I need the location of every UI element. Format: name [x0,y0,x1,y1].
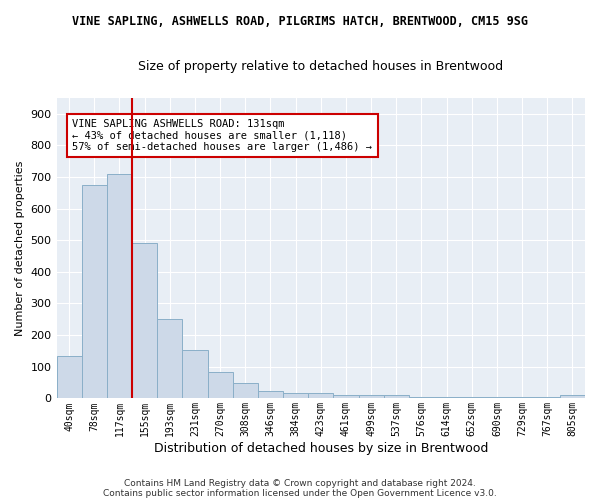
Text: Contains HM Land Registry data © Crown copyright and database right 2024.: Contains HM Land Registry data © Crown c… [124,478,476,488]
Text: VINE SAPLING, ASHWELLS ROAD, PILGRIMS HATCH, BRENTWOOD, CM15 9SG: VINE SAPLING, ASHWELLS ROAD, PILGRIMS HA… [72,15,528,28]
Bar [334,396,359,398]
Bar [409,396,434,398]
Text: Contains public sector information licensed under the Open Government Licence v3: Contains public sector information licen… [103,488,497,498]
Bar [56,356,82,399]
Bar [484,397,509,398]
Bar [233,383,258,398]
Title: Size of property relative to detached houses in Brentwood: Size of property relative to detached ho… [138,60,503,73]
X-axis label: Distribution of detached houses by size in Brentwood: Distribution of detached houses by size … [154,442,488,455]
Bar [359,396,383,398]
Bar [157,320,182,398]
Bar [434,397,459,398]
Bar [82,185,107,398]
Y-axis label: Number of detached properties: Number of detached properties [15,160,25,336]
Bar [308,393,334,398]
Bar [107,174,132,398]
Bar [459,397,484,398]
Bar [383,396,409,398]
Bar [535,397,560,398]
Bar [208,372,233,398]
Bar [560,396,585,398]
Bar [258,392,283,398]
Bar [283,393,308,398]
Bar [182,350,208,399]
Bar [509,397,535,398]
Text: VINE SAPLING ASHWELLS ROAD: 131sqm
← 43% of detached houses are smaller (1,118)
: VINE SAPLING ASHWELLS ROAD: 131sqm ← 43%… [73,119,373,152]
Bar [132,242,157,398]
